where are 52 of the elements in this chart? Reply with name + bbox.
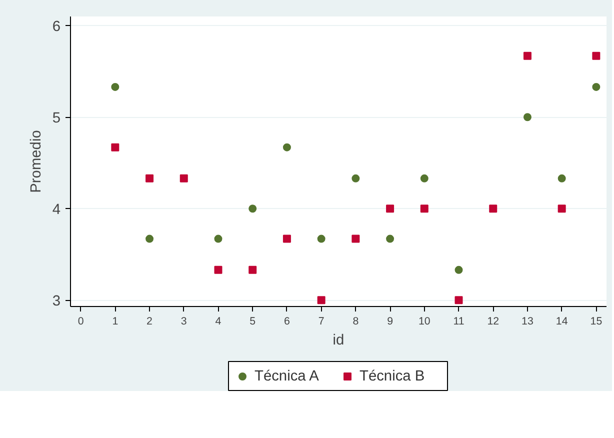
point [523,52,532,60]
legend-label: Técnica B [360,368,425,384]
x-tick-label: 0 [78,316,84,328]
x-tick-label: 3 [180,316,187,328]
point [111,143,120,152]
point [420,174,428,182]
point [111,82,120,91]
point [386,204,394,213]
point [454,296,463,304]
point [317,234,326,243]
y-tick-label: 3 [52,294,61,310]
x-tick-label: 4 [215,316,222,328]
x-tick-label: 12 [487,316,500,328]
x-tick-label: 11 [453,316,464,328]
point [146,174,154,182]
point [592,82,600,91]
y-tick-label: 4 [52,202,61,218]
point [180,174,188,182]
point [489,204,498,213]
point [420,204,428,213]
point [352,234,360,243]
point [454,266,463,274]
x-tick-label: 7 [318,316,324,328]
x-axis-title: id [332,332,344,348]
x-tick-label: 2 [146,316,153,328]
y-tick-label: 6 [52,19,61,36]
point [386,234,394,243]
point [317,296,326,304]
x-tick-label: 1 [112,316,118,328]
point [214,234,222,243]
x-tick-label: 14 [556,316,568,328]
x-tick-label: 6 [284,316,290,328]
point [523,113,532,122]
x-tick-label: 15 [590,316,602,328]
point [558,174,566,182]
point [214,266,222,274]
x-tick-label: 13 [522,316,534,328]
point [592,52,600,60]
point [352,174,360,182]
point [248,266,257,274]
x-tick-label: 9 [387,316,394,328]
y-axis-title: Promedio [28,130,44,193]
point [282,234,291,243]
legend-label: Técnica A [254,368,320,384]
y-tick-label: 5 [52,110,61,127]
point [558,204,566,213]
point [248,204,257,213]
x-tick-label: 10 [418,316,430,328]
x-tick-label: 5 [250,316,256,328]
point [146,234,154,243]
x-tick-label: 8 [352,316,359,328]
point [282,143,291,152]
